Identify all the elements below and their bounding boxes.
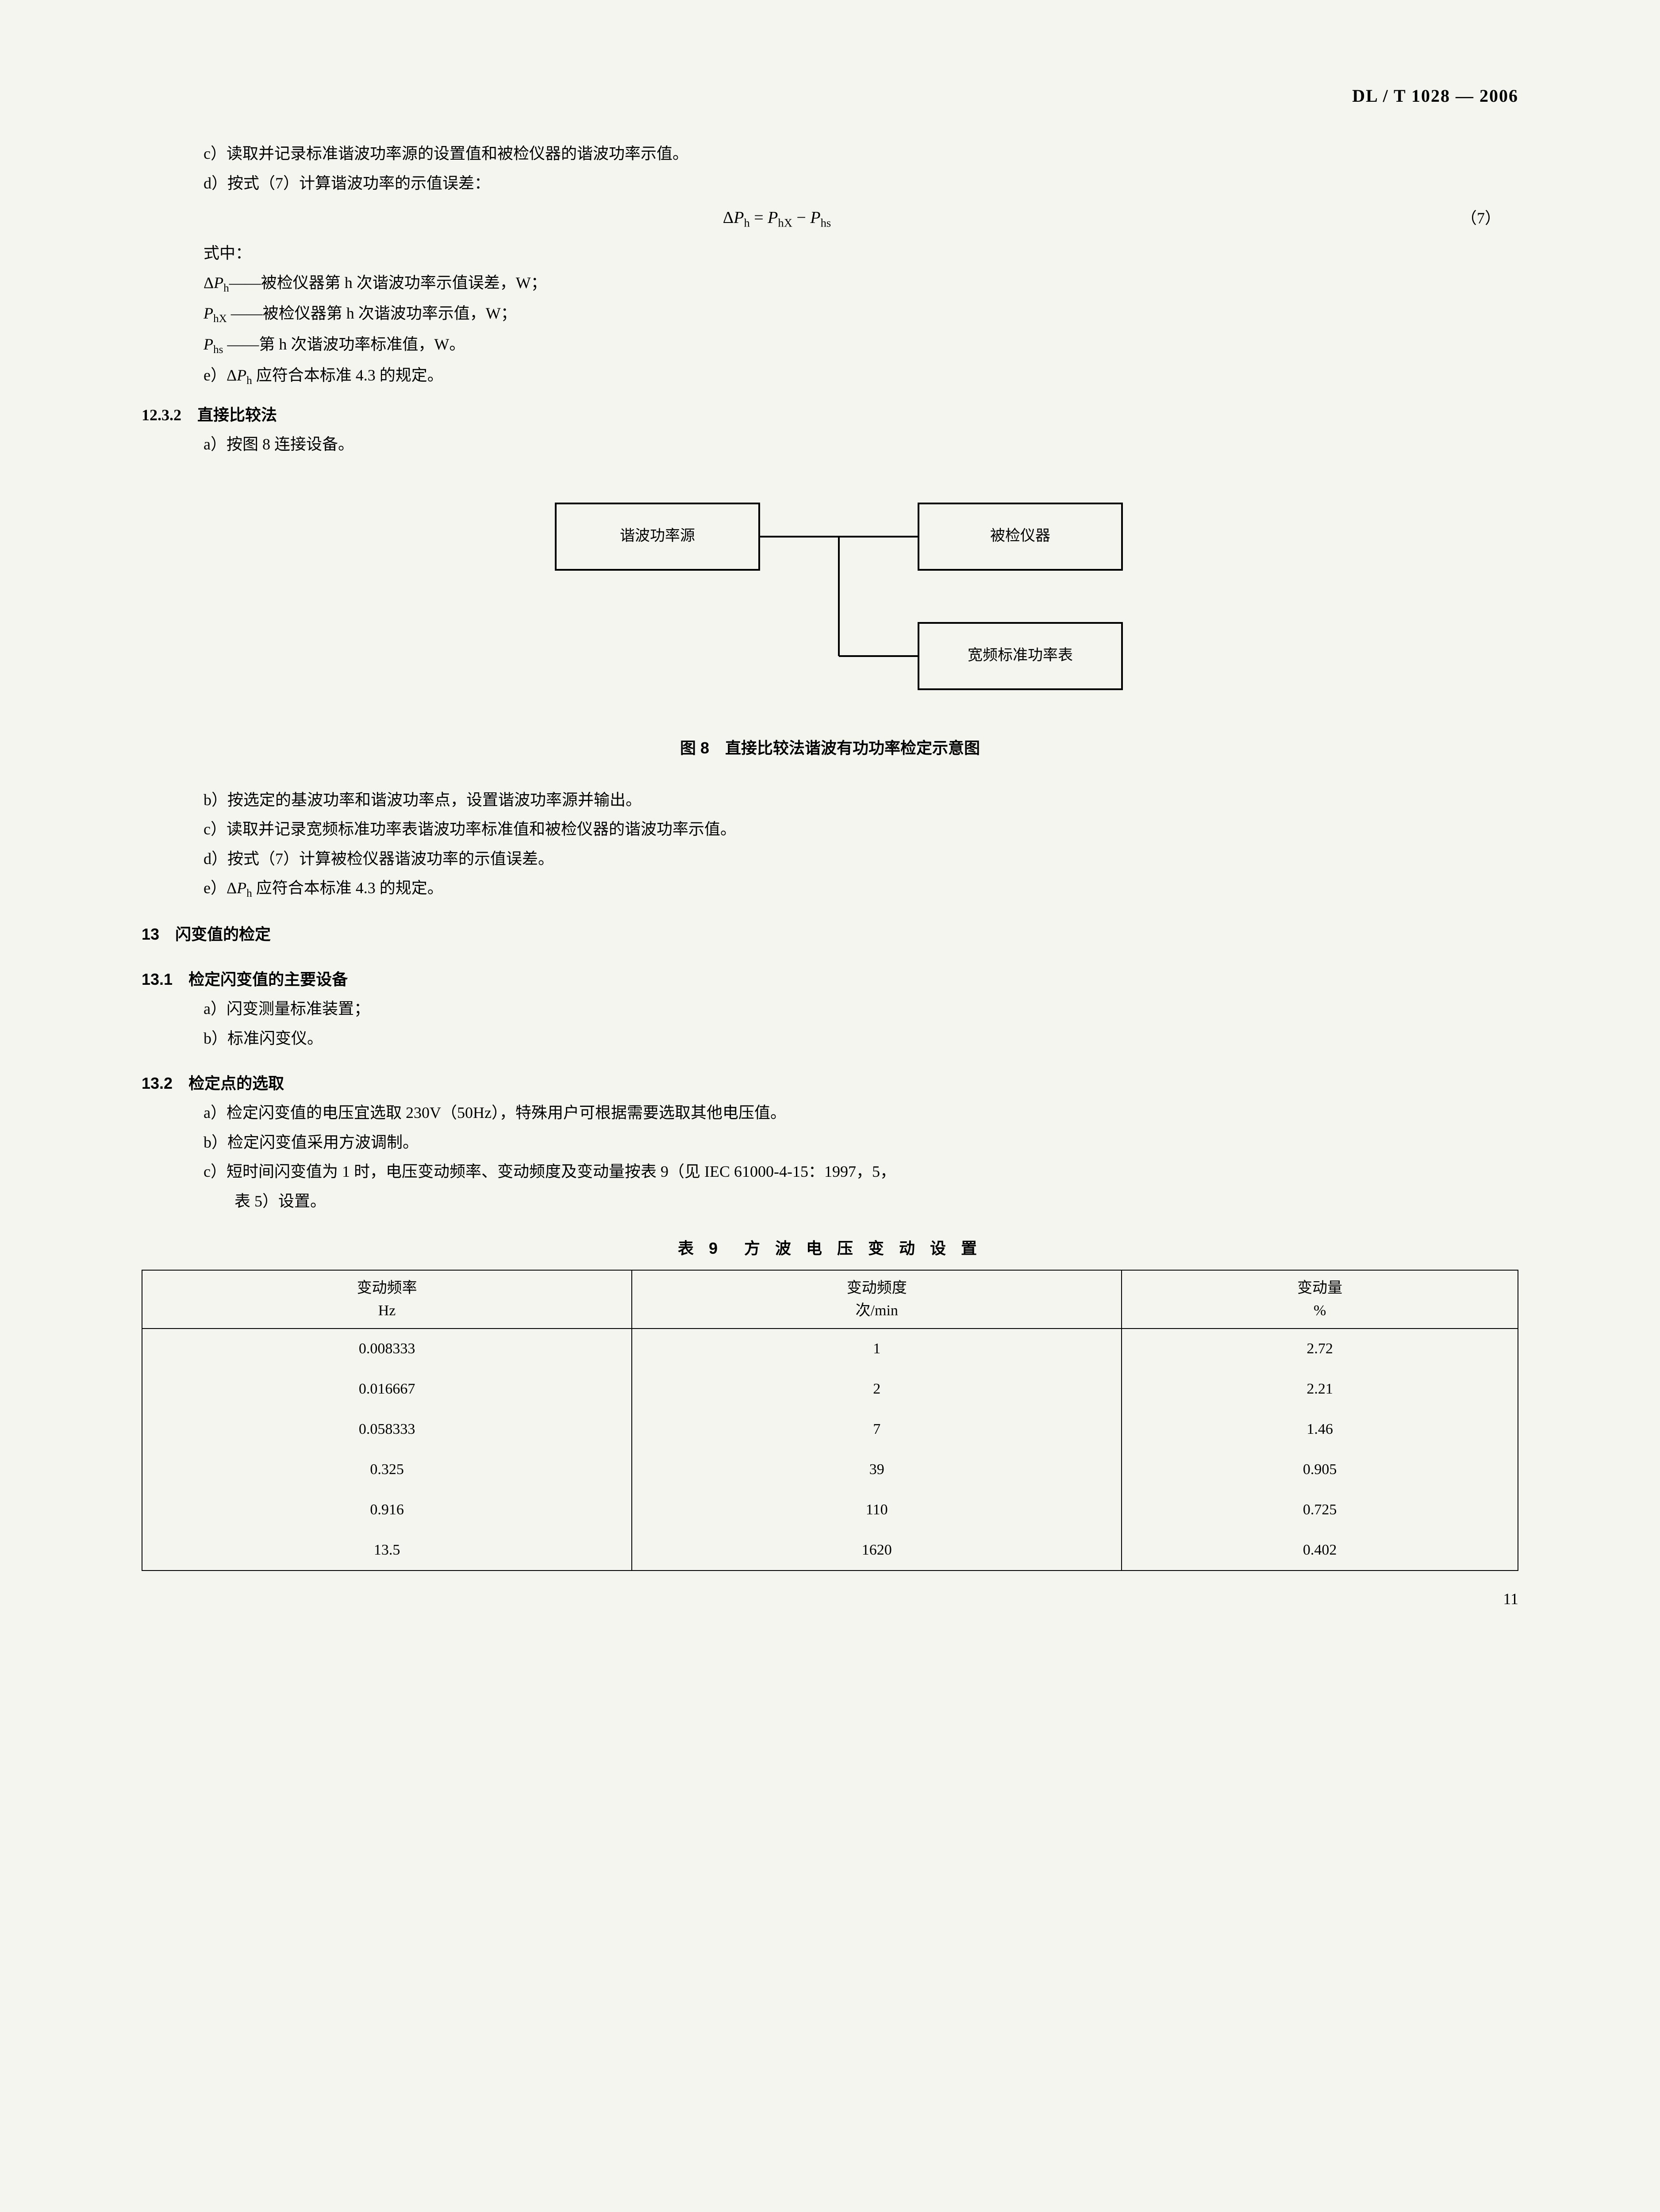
diagram-figure-8: 谐波功率源 被检仪器 宽频标准功率表 [142,486,1518,716]
table-cell: 0.325 [142,1450,632,1490]
document-header: DL / T 1028 — 2006 [142,80,1518,112]
definition-text: ——第 h 次谐波功率标准值，W。 [227,335,465,353]
list-item: c）短时间闪变值为 1 时，电压变动频率、变动频度及变动量按表 9（见 IEC … [142,1157,1518,1187]
diagram-box-label: 谐波功率源 [620,527,695,544]
table-cell: 7 [632,1409,1122,1450]
table-header: 变动频度次/min [632,1270,1122,1329]
definition-line: Phs ——第 h 次谐波功率标准值，W。 [142,330,1518,361]
table-row: 0.325390.905 [142,1450,1518,1490]
table-cell: 1620 [632,1530,1122,1571]
definition-line: PhX ——被检仪器第 h 次谐波功率示值，W； [142,299,1518,330]
list-item: e）ΔPh 应符合本标准 4.3 的规定。 [142,361,1518,392]
section-heading-13-1: 13.1 检定闪变值的主要设备 [142,965,1518,995]
list-item: b）按选定的基波功率和谐波功率点，设置谐波功率源并输出。 [142,785,1518,815]
section-heading-12-3-2: 12.3.2 直接比较法 [142,400,1518,430]
table-cell: 0.905 [1122,1450,1518,1490]
table-header-row: 变动频率Hz 变动频度次/min 变动量% [142,1270,1518,1329]
equation-row: ΔPh = PhX − Phs （7） [142,202,1518,234]
table-cell: 0.016667 [142,1369,632,1409]
table-header: 变动频率Hz [142,1270,632,1329]
list-item: c）读取并记录宽频标准功率表谐波功率标准值和被检仪器的谐波功率示值。 [142,814,1518,844]
text-line: 式中： [142,238,1518,268]
table-cell: 0.402 [1122,1530,1518,1571]
equation-formula: ΔPh = PhX − Phs [142,202,1412,234]
equation-number: （7） [1412,204,1518,233]
table-cell: 1 [632,1329,1122,1369]
definition-text: ——被检仪器第 h 次谐波功率示值，W； [231,304,517,322]
table-cell: 13.5 [142,1530,632,1571]
table-header: 变动量% [1122,1270,1518,1329]
list-item: e）ΔPh 应符合本标准 4.3 的规定。 [142,873,1518,904]
table-row: 13.516200.402 [142,1530,1518,1571]
diagram-box-label: 宽频标准功率表 [968,647,1073,664]
table-cell: 2.72 [1122,1329,1518,1369]
section-heading-13: 13 闪变值的检定 [142,920,1518,949]
table-cell: 39 [632,1450,1122,1490]
table-row: 0.01666722.21 [142,1369,1518,1409]
section-heading-13-2: 13.2 检定点的选取 [142,1069,1518,1098]
list-item: a）闪变测量标准装置； [142,994,1518,1024]
table-cell: 0.725 [1122,1490,1518,1530]
table-cell: 2 [632,1369,1122,1409]
table-9: 变动频率Hz 变动频度次/min 变动量% 0.00833312.720.016… [142,1270,1518,1571]
table-row: 0.05833371.46 [142,1409,1518,1450]
list-item: b）检定闪变值采用方波调制。 [142,1128,1518,1157]
table-cell: 2.21 [1122,1369,1518,1409]
table-cell: 0.916 [142,1490,632,1530]
list-item: c）读取并记录标准谐波功率源的设置值和被检仪器的谐波功率示值。 [142,139,1518,169]
definition-line: ΔPh——被检仪器第 h 次谐波功率示值误差，W； [142,268,1518,299]
table-cell: 0.008333 [142,1329,632,1369]
list-item-continuation: 表 5）设置。 [142,1187,1518,1216]
list-item: b）标准闪变仪。 [142,1024,1518,1053]
list-item: d）按式（7）计算谐波功率的示值误差： [142,169,1518,198]
table-cell: 110 [632,1490,1122,1530]
page-number: 11 [142,1584,1518,1614]
table-row: 0.00833312.72 [142,1329,1518,1369]
figure-caption: 图 8 直接比较法谐波有功功率检定示意图 [142,733,1518,763]
table-cell: 0.058333 [142,1409,632,1450]
list-item: a）检定闪变值的电压宜选取 230V（50Hz），特殊用户可根据需要选取其他电压… [142,1098,1518,1128]
list-item: a）按图 8 连接设备。 [142,430,1518,459]
definition-text: ——被检仪器第 h 次谐波功率示值误差，W； [229,274,547,292]
table-row: 0.9161100.725 [142,1490,1518,1530]
diagram-box-label: 被检仪器 [990,527,1050,544]
list-item: d）按式（7）计算被检仪器谐波功率的示值误差。 [142,844,1518,874]
table-caption: 表 9 方 波 电 压 变 动 设 置 [142,1234,1518,1263]
table-cell: 1.46 [1122,1409,1518,1450]
